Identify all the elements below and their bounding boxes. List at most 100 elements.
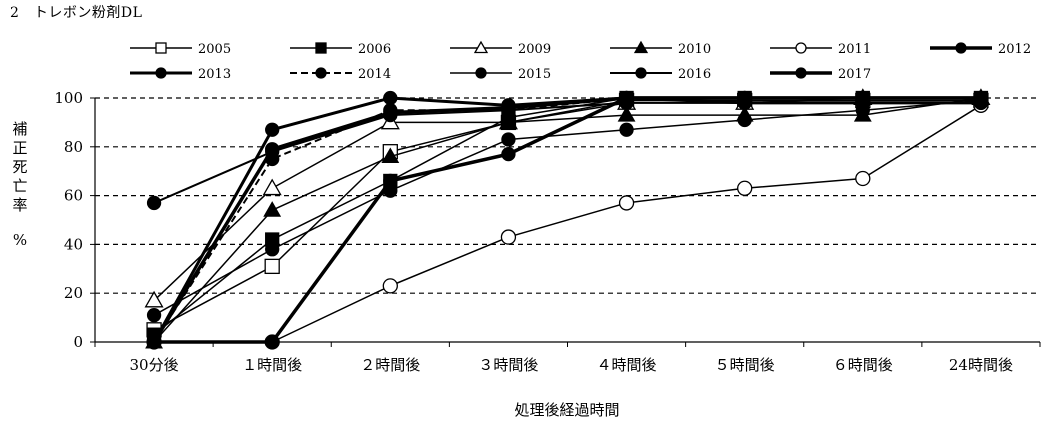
data-point xyxy=(500,229,517,245)
data-point xyxy=(499,113,518,129)
data-point xyxy=(617,105,636,122)
x-tick-label: 30分後 xyxy=(130,356,179,374)
series-line xyxy=(153,99,981,316)
data-point xyxy=(265,334,280,350)
data-point xyxy=(737,90,752,106)
series-2009 xyxy=(144,88,991,308)
legend: 2005 2006 2009 2010 2011 2012 2013 2014 2015 2016… xyxy=(130,40,1031,82)
data-point xyxy=(973,90,989,106)
legend-label: 2015 xyxy=(518,67,551,82)
legend-item: 2013 xyxy=(130,67,231,82)
axes: 0 20 40 60 80 100 30分後 １時間後 ２時間後 ３時間後 ４時間後 ５時間後 ６時間後… xyxy=(54,89,1041,374)
legend-swatch-marker xyxy=(155,67,167,79)
x-tick-label: ４時間後 xyxy=(597,356,657,374)
x-tick-label: １時間後 xyxy=(242,356,302,374)
x-tick-label: ５時間後 xyxy=(715,356,775,374)
legend-item: 2016 xyxy=(610,67,711,82)
data-point xyxy=(381,147,400,164)
data-point xyxy=(501,132,516,147)
legend-label: 2014 xyxy=(358,67,391,82)
data-point xyxy=(265,122,280,137)
data-point xyxy=(262,178,282,196)
data-point xyxy=(737,112,752,128)
series-line xyxy=(153,99,981,331)
legend-swatch-marker xyxy=(633,40,649,54)
y-axis-label-char: 補 xyxy=(12,120,28,138)
legend-item: 2010 xyxy=(610,40,711,57)
y-tick-label: 0 xyxy=(73,333,83,351)
series-line xyxy=(153,97,982,343)
series-line xyxy=(153,101,981,204)
legend-swatch-marker xyxy=(795,67,807,79)
data-point xyxy=(263,201,282,217)
data-point xyxy=(265,242,280,257)
x-tick-label: 24時間後 xyxy=(949,356,1013,374)
y-axis-label: 補 正 死 亡 率 % xyxy=(12,120,28,250)
data-point xyxy=(383,183,398,198)
data-point xyxy=(146,334,162,350)
legend-item: 2015 xyxy=(450,67,551,82)
data-point xyxy=(501,100,516,115)
legend-item: 2017 xyxy=(770,67,871,82)
legend-item: 2012 xyxy=(930,42,1031,57)
legend-swatch-marker xyxy=(475,67,487,79)
y-axis-unit: % xyxy=(12,231,28,249)
data-point xyxy=(264,258,280,275)
data-point xyxy=(144,290,164,308)
series-line xyxy=(152,96,981,343)
data-point xyxy=(383,105,398,120)
page-title: 2 トレボン粉剤DL xyxy=(10,5,143,21)
y-axis-label-char: 亡 xyxy=(12,177,28,195)
x-tick-label: ３時間後 xyxy=(478,356,538,374)
y-tick-label: 20 xyxy=(64,284,83,302)
y-tick-label: 60 xyxy=(64,187,83,205)
y-tick-label: 40 xyxy=(64,235,83,253)
legend-label: 2017 xyxy=(838,67,871,82)
series-2015 xyxy=(146,93,989,323)
legend-swatch-marker xyxy=(315,42,327,54)
y-axis-label-char: 率 xyxy=(12,196,28,214)
legend-label: 2009 xyxy=(518,42,551,57)
y-tick-label: 80 xyxy=(64,138,83,156)
y-axis-label-char: 死 xyxy=(12,158,28,176)
legend-label: 2016 xyxy=(678,67,711,82)
legend-label: 2011 xyxy=(838,42,871,57)
x-tick-label: ２時間後 xyxy=(360,356,420,374)
legend-label: 2005 xyxy=(198,42,231,57)
data-point xyxy=(619,122,634,137)
series-lines xyxy=(144,88,991,350)
legend-item: 2005 xyxy=(130,42,231,57)
legend-item: 2014 xyxy=(290,67,391,82)
y-axis-label-char: 正 xyxy=(12,139,28,157)
legend-label: 2010 xyxy=(678,42,711,57)
legend-swatch-marker xyxy=(635,67,647,79)
data-point xyxy=(619,90,634,106)
y-tick-label: 100 xyxy=(54,89,83,107)
legend-swatch-marker xyxy=(955,42,967,54)
legend-label: 2012 xyxy=(998,42,1031,57)
legend-label: 2013 xyxy=(198,67,231,82)
x-tick-label: ６時間後 xyxy=(833,356,893,374)
data-point xyxy=(383,90,398,106)
legend-item: 2011 xyxy=(770,42,871,57)
legend-swatch-marker xyxy=(315,67,327,79)
legend-label: 2006 xyxy=(358,42,391,57)
data-point xyxy=(265,142,280,157)
legend-item: 2009 xyxy=(450,40,551,57)
data-point xyxy=(737,180,753,196)
data-point xyxy=(146,195,162,211)
data-point xyxy=(855,90,870,106)
data-point xyxy=(146,308,162,323)
legend-item: 2006 xyxy=(290,42,391,57)
legend-swatch-marker xyxy=(473,40,489,54)
series-line xyxy=(154,104,982,343)
data-point xyxy=(855,170,871,187)
data-point xyxy=(618,195,635,211)
legend-swatch-marker xyxy=(795,42,807,54)
x-axis-label: 処理後経過時間 xyxy=(514,401,619,419)
legend-swatch-marker xyxy=(155,42,167,54)
data-point xyxy=(501,146,516,162)
series-2017 xyxy=(146,90,989,350)
data-point xyxy=(382,278,398,294)
